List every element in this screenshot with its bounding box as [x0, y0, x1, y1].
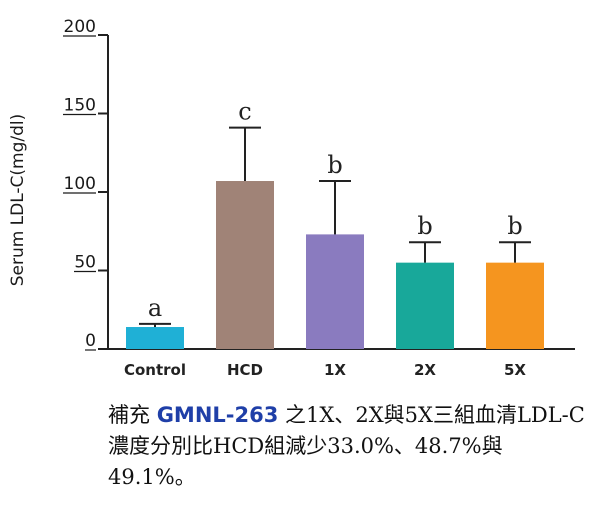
- significance-label: b: [327, 151, 342, 179]
- y-tick-label: 50: [74, 253, 96, 273]
- caption-prefix: 補充: [108, 403, 157, 427]
- y-tick-label: 0: [85, 331, 96, 351]
- x-axis-labels: Control HCD 1X 2X 5X: [124, 361, 526, 379]
- y-tick-label: 200: [64, 17, 96, 37]
- significance-label: b: [417, 212, 432, 240]
- significance-label: b: [507, 212, 522, 240]
- caption: 補充 GMNL-263 之1X、2X與5X三組血清LDL-C濃度分別比HCD組減…: [108, 400, 588, 493]
- y-axis-ticks: 0 50 100 150 200: [63, 17, 108, 351]
- x-tick-label: 1X: [324, 361, 346, 379]
- bar-2x: [396, 262, 454, 349]
- caption-suffix: 之1X、2X與5X三組血清LDL-C濃度分別比HCD組減少33.0%、48.7%…: [108, 403, 585, 489]
- x-tick-label: HCD: [227, 361, 263, 379]
- significance-label: c: [238, 98, 251, 126]
- x-tick-label: 2X: [414, 361, 436, 379]
- bar-chart: 0 50 100 150 200 a c b b b Control HCD 1X 2X 5X: [63, 17, 575, 379]
- x-tick-label: Control: [124, 361, 186, 379]
- bars: a c b b b: [126, 98, 544, 349]
- caption-brand: GMNL-263: [156, 403, 279, 427]
- bar-1x: [306, 234, 364, 349]
- significance-label: a: [148, 294, 162, 322]
- y-axis-label: Serum LDL-C(mg/dl): [8, 113, 28, 287]
- y-tick-label: 100: [64, 174, 96, 194]
- bar-hcd: [216, 181, 274, 349]
- bar-5x: [486, 262, 544, 349]
- bar-control: [126, 327, 184, 349]
- y-tick-label: 150: [64, 96, 96, 116]
- x-tick-label: 5X: [504, 361, 526, 379]
